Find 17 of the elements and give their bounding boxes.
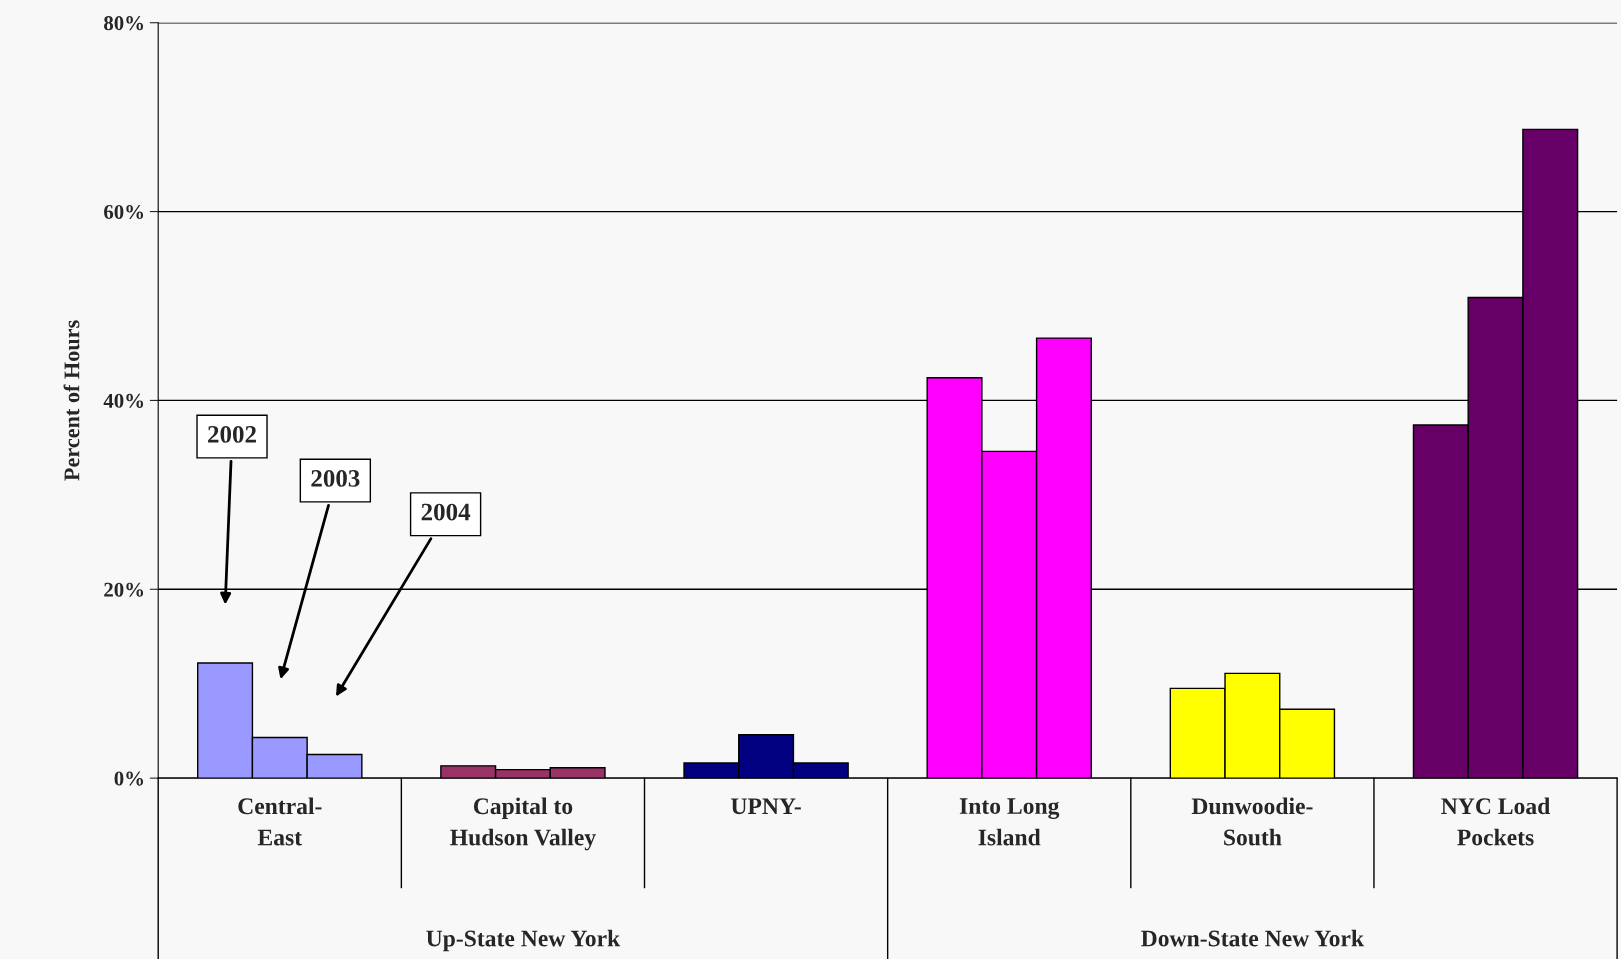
y-tick-label: 60% <box>104 204 144 220</box>
text: Down-State New York <box>1141 929 1365 947</box>
y-tick-label: 40% <box>103 393 144 408</box>
x-tick-label: Into Long Island <box>959 798 1060 846</box>
text: 2004 <box>421 503 471 521</box>
y-tick-label: 20% <box>104 582 144 597</box>
text: 2003 <box>311 469 360 487</box>
text: Up-State New York <box>426 929 621 952</box>
x-tick-label: Dunwoodie- South <box>1191 797 1313 846</box>
x-tick-label: Central- East <box>238 797 322 846</box>
y-axis-title: Percent of Hours <box>63 320 80 481</box>
y-tick-label: 80% <box>104 16 144 31</box>
x-tick-label: NYC Load Pockets <box>1441 797 1551 846</box>
x-tick-label: Capital to Hudson Valley <box>450 797 596 851</box>
y-tick-label: 0% <box>114 771 144 786</box>
x-tick-label: UPNY- <box>731 798 801 815</box>
text: 2002 <box>208 425 256 443</box>
